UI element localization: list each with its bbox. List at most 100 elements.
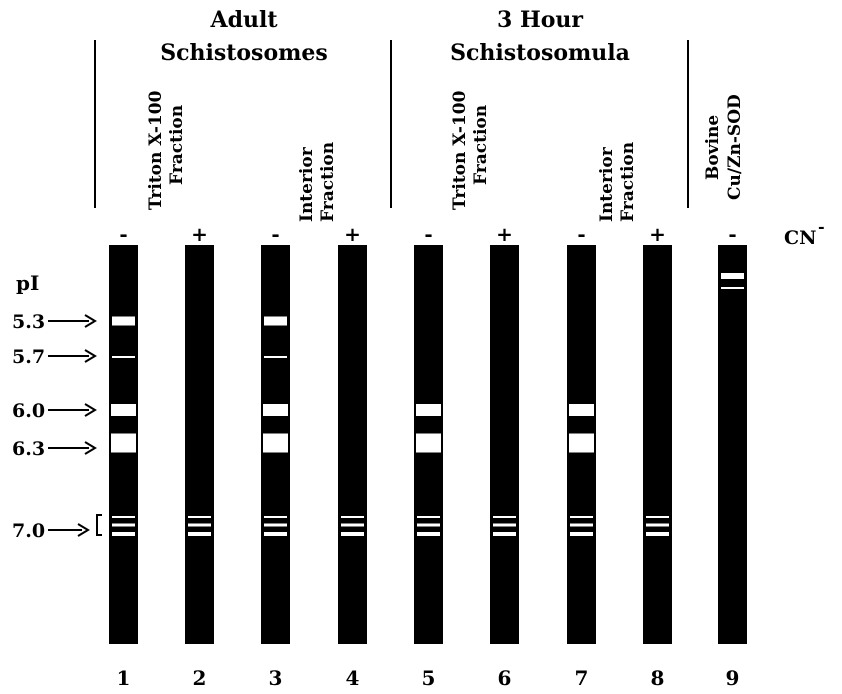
fraction-label-2-line2: Fraction [318, 142, 338, 222]
arrow-right-icon [84, 349, 97, 363]
band-7.0a [264, 516, 287, 518]
band-6.0 [569, 404, 594, 416]
lane-4: +4 [338, 222, 367, 690]
lane-1: -1 [109, 222, 138, 690]
fraction-label-1-line2: Fraction [167, 105, 187, 185]
pi-marker-label: 5.7 [12, 346, 45, 368]
arrow-right-icon [84, 403, 97, 417]
lane-cn-sign: - [728, 222, 736, 246]
band-5.7 [112, 356, 135, 358]
band-7.0a [646, 516, 669, 518]
band-7.0b [646, 523, 669, 527]
lane-strip [490, 245, 519, 644]
fraction-label-5-line1: Bovine [703, 115, 723, 180]
fraction-label-1-line1: Triton X-100 [146, 90, 166, 210]
lane-6: +6 [490, 222, 519, 690]
lane-number: 9 [726, 666, 740, 690]
lane-number: 2 [193, 666, 207, 690]
fraction-label-4-line2: Fraction [618, 142, 638, 222]
band-6.0 [416, 404, 441, 416]
lane-number: 3 [269, 666, 283, 690]
band-7.0b [264, 523, 287, 527]
pi-marker-label: 7.0 [12, 520, 45, 542]
band-5.3 [264, 316, 287, 326]
band-7.0c [417, 532, 440, 536]
pi-marker-5-3: 5.3 [12, 311, 97, 333]
pi-marker-5-7: 5.7 [12, 346, 97, 368]
lane-number: 5 [422, 666, 436, 690]
fraction-label-3-line1: Triton X-100 [450, 90, 470, 210]
band-7.0c [341, 532, 364, 536]
gel-lanes: -1+2-3+4-5+6-7+8-9 [109, 222, 747, 690]
group-schistosomula-title-line1: 3 Hour [497, 7, 583, 33]
lane-cn-sign: + [496, 222, 513, 246]
group-adult-title-line2: Schistosomes [160, 40, 328, 66]
lane-cn-sign: - [577, 222, 585, 246]
lane-strip [718, 245, 747, 644]
lane-cn-sign: + [649, 222, 666, 246]
band-7.0a [112, 516, 135, 518]
band-7.0c [493, 532, 516, 536]
fraction-label-5-line2: Cu/Zn-SOD [725, 94, 745, 200]
band-7.0b [341, 523, 364, 527]
lane-number: 4 [346, 666, 360, 690]
band-7.0a [188, 516, 211, 518]
lane-cn-sign: - [271, 222, 279, 246]
arrow-right-icon [77, 523, 90, 537]
band-6.0 [263, 404, 288, 416]
cn-label-text: CN [784, 227, 817, 249]
band-7.0a [341, 516, 364, 518]
lane-8: +8 [643, 222, 672, 690]
lane-number: 7 [575, 666, 589, 690]
arrow-right-icon [84, 314, 97, 328]
fraction-label-3-line2: Fraction [471, 105, 491, 185]
group-adult-title-line1: Adult [210, 7, 279, 33]
band-5.3 [112, 316, 135, 326]
fraction-label-4-line1: Interior [597, 146, 617, 222]
lane-5: -5 [414, 222, 443, 690]
pi-marker-6-0: 6.0 [12, 400, 97, 422]
lane-2: +2 [185, 222, 214, 690]
pi-label: pI [16, 271, 39, 295]
arrow-right-icon [84, 441, 97, 455]
lane-9: -9 [718, 222, 747, 690]
lane-cn-sign: - [424, 222, 432, 246]
band-7.0b [188, 523, 211, 527]
band-6.3 [263, 433, 288, 453]
band-7.0b [493, 523, 516, 527]
pi-marker-7-0: 7.0 [12, 520, 90, 542]
band-6.3 [569, 433, 594, 453]
band-7.0b [570, 523, 593, 527]
band-7.0c [112, 532, 135, 536]
band-6.0 [111, 404, 136, 416]
lane-7: -7 [567, 222, 596, 690]
lane-number: 6 [498, 666, 512, 690]
band-7.0c [570, 532, 593, 536]
cn-superscript: - [818, 217, 825, 236]
band-6.3 [111, 433, 136, 453]
cn-label: CN [784, 227, 817, 249]
pi-marker-label: 5.3 [12, 311, 45, 333]
band-5.7 [264, 356, 287, 358]
band-7.0c [188, 532, 211, 536]
band-7.0b [112, 523, 135, 527]
band-7.0b [417, 523, 440, 527]
lane-cn-sign: - [119, 222, 127, 246]
band-7.0c [264, 532, 287, 536]
band-7.0a [493, 516, 516, 518]
lane-number: 8 [651, 666, 665, 690]
lane-strip [338, 245, 367, 644]
lane-strip [643, 245, 672, 644]
pi-7-bracket [96, 514, 102, 536]
band-bovine-a [721, 273, 744, 279]
band-bovine-b [721, 287, 744, 289]
group-schistosomula-title-line2: Schistosomula [450, 40, 630, 66]
band-6.3 [416, 433, 441, 453]
pi-marker-6-3: 6.3 [12, 438, 97, 460]
band-7.0a [570, 516, 593, 518]
fraction-label-2-line1: Interior [297, 146, 317, 222]
pi-marker-label: 6.3 [12, 438, 45, 460]
lane-number: 1 [117, 666, 131, 690]
group-dividers [94, 40, 689, 208]
